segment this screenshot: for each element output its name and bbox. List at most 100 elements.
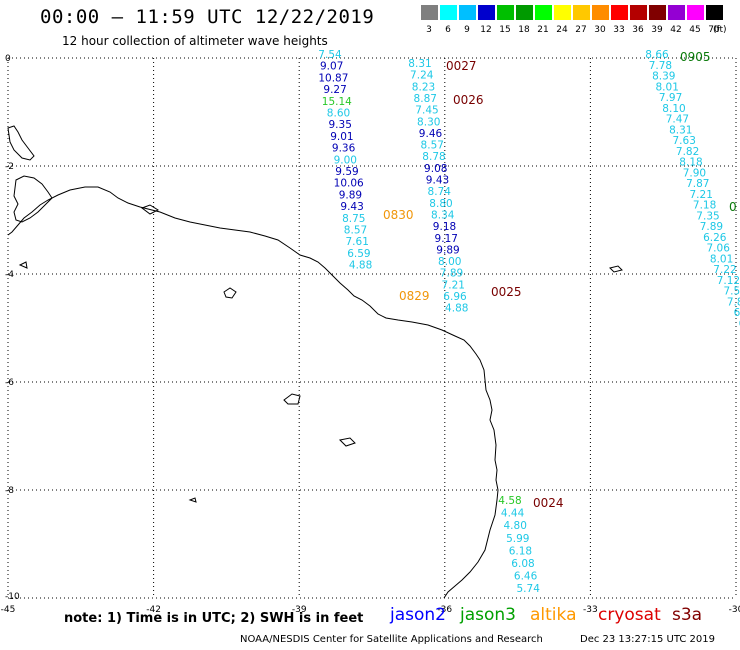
wave-height-value: 8.00: [438, 256, 461, 268]
lat-tick-label: -4: [5, 270, 14, 280]
wave-height-value: 8.39: [652, 71, 675, 83]
color-legend: 3 6 9 12 15 18 21 24 27 30 33 36 39 42 45 70 (ft): [421, 5, 728, 37]
pass-time-label: 0027: [446, 59, 477, 73]
axis-labels: -45 -42 -39 -36 -33 -30 0 -2 -4 -6 -8 -10: [1, 54, 740, 615]
wave-height-value: 9.36: [332, 143, 356, 155]
legend-swatch: [516, 5, 533, 20]
legend-label: 18: [518, 25, 530, 35]
legend-swatch: [421, 5, 438, 20]
wave-height-value: 7.18: [693, 200, 716, 212]
wave-height-value: 9.89: [339, 189, 362, 201]
satellite-name: jason3: [460, 605, 516, 625]
wave-height-value: 8.80: [429, 198, 452, 210]
wave-height-value: 8.60: [327, 108, 350, 120]
wave-height-value: 7.35: [696, 210, 719, 222]
wave-height-value: 8.10: [662, 103, 685, 115]
wave-height-value: 7.47: [666, 114, 689, 126]
brazil-coastline: [7, 186, 499, 599]
lat-tick-label: -2: [5, 162, 14, 172]
wave-height-value: 8.74: [428, 186, 452, 198]
legend-swatch: [535, 5, 552, 20]
pass-time-label: 0026: [453, 93, 484, 107]
wave-height-values: 7.549.0710.879.2715.148.609.359.019.369.…: [318, 49, 740, 595]
wave-height-value: 7.21: [690, 189, 713, 201]
wave-height-value: 7.22: [713, 264, 736, 276]
map-subtitle: 12 hour collection of altimeter wave hei…: [62, 34, 328, 48]
legend-swatch: [706, 5, 723, 20]
legend-label: 12: [480, 25, 492, 35]
pass-time-labels: 0027 0026 0905 0 0830 0829 0025 0024: [383, 50, 737, 510]
lon-tick-label: -30: [729, 605, 740, 615]
lat-tick-label: 0: [5, 54, 11, 64]
legend-swatch: [573, 5, 590, 20]
legend-swatch: [649, 5, 666, 20]
legend-swatch: [440, 5, 457, 20]
wave-height-value: 8.57: [344, 225, 367, 237]
legend-swatch: [478, 5, 495, 20]
generated-timestamp: Dec 23 13:27:15 UTC 2019: [580, 634, 715, 645]
wave-height-value: 6.59: [347, 248, 370, 260]
pass-time-label: 0905: [680, 50, 711, 64]
legend-swatch: [630, 5, 647, 20]
legend-label: 30: [594, 25, 606, 35]
wave-height-value: 7.54: [318, 49, 342, 61]
legend-swatch: [497, 5, 514, 20]
satellite-name: altika: [530, 605, 577, 625]
legend-label: 36: [632, 25, 644, 35]
wave-height-value: 6.96: [443, 291, 467, 303]
islet-1: [223, 287, 237, 299]
legend-label: 70: [708, 25, 720, 35]
wave-height-value: 4.58: [498, 495, 521, 507]
map-title: 00:00 – 11:59 UTC 12/22/2019: [40, 6, 375, 28]
wave-height-value: 9.43: [340, 201, 363, 213]
legend-label: 27: [575, 25, 587, 35]
wave-height-value: 4.88: [349, 260, 372, 272]
lon-tick-label: -33: [583, 605, 598, 615]
lat-tick-label: -8: [5, 486, 14, 496]
lat-lon-grid: [7, 57, 737, 599]
legend-swatch: [687, 5, 704, 20]
wave-height-value: 8.01: [710, 253, 733, 265]
islet-2: [283, 393, 301, 405]
wave-height-value: 7.97: [659, 92, 682, 104]
wave-height-value: 8.75: [342, 213, 365, 225]
wave-height-value: 6.08: [511, 558, 534, 570]
pass-time-label: 0: [729, 200, 737, 214]
legend-swatch: [459, 5, 476, 20]
wave-height-value: 6.26: [703, 232, 727, 244]
wave-height-value: 8.23: [412, 81, 435, 93]
wave-height-value: 4.80: [504, 520, 527, 532]
wave-height-value: 8.78: [422, 151, 445, 163]
wave-height-value: 9.18: [433, 221, 456, 233]
wave-height-value: 8.66: [645, 49, 669, 61]
wave-height-value: 8.30: [417, 116, 440, 128]
lon-tick-label: -39: [292, 605, 307, 615]
wave-height-value: 7.78: [649, 60, 672, 72]
wave-height-value: 7.87: [686, 178, 709, 190]
wave-height-value: 7.63: [673, 135, 696, 147]
legend-label: 3: [426, 25, 432, 35]
wave-height-value: 7.89: [700, 221, 723, 233]
wave-height-value: 7.12: [717, 275, 740, 287]
legend-label: 45: [689, 25, 701, 35]
lon-tick-label: -42: [146, 605, 161, 615]
wave-height-value: 9.89: [436, 244, 459, 256]
legend-label: 39: [651, 25, 663, 35]
wave-height-value: 7.8: [727, 296, 740, 308]
wave-height-value: 9.00: [334, 154, 357, 166]
wave-height-value: 9.59: [335, 166, 358, 178]
lon-tick-label: -36: [437, 605, 452, 615]
pass-time-label: 0024: [533, 496, 564, 510]
wave-height-value: 8.34: [431, 209, 455, 221]
legend-label: 42: [670, 25, 682, 35]
wave-height-value: 7.82: [676, 146, 699, 158]
legend-label: 33: [613, 25, 625, 35]
legend-swatch: [611, 5, 628, 20]
pass-time-label: 0025: [491, 285, 522, 299]
wave-height-value: 6.: [734, 307, 740, 319]
wave-height-value: 7.21: [442, 279, 465, 291]
wave-height-value: 5.99: [506, 533, 529, 545]
footnote: note: 1) Time is in UTC; 2) SWH is in fe…: [64, 611, 364, 626]
wave-height-value: 4.44: [501, 508, 525, 520]
